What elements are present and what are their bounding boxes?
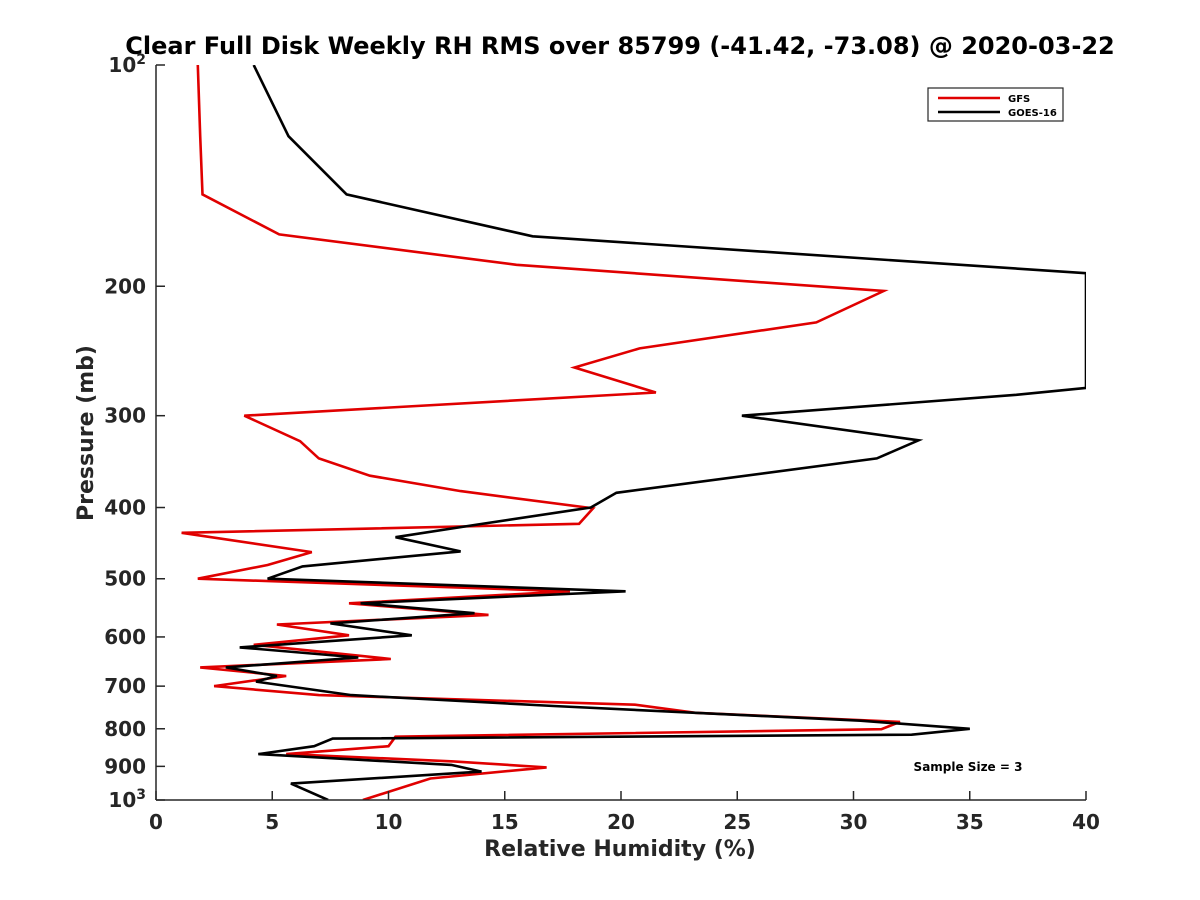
x-tick-label: 20	[607, 810, 635, 834]
x-tick-label: 0	[149, 810, 163, 834]
x-tick-label: 30	[840, 810, 868, 834]
legend: GFS GOES-16	[927, 87, 1064, 122]
y-tick-label: 700	[104, 674, 146, 698]
legend-box	[927, 87, 1064, 122]
x-tick-label: 15	[491, 810, 519, 834]
series-line-gfs	[181, 65, 901, 800]
series-layer	[181, 65, 1086, 800]
y-tick-label: 900	[104, 754, 146, 778]
x-tick-label: 25	[723, 810, 751, 834]
x-tick-label: 5	[265, 810, 279, 834]
x-tick-label: 35	[956, 810, 984, 834]
y-tick-label: 103	[108, 787, 146, 812]
axes-layer: 0 5 10 15 20 25 30 35 40 102 200 300 400 500 600 700 800…	[104, 52, 1100, 834]
y-tick-label: 500	[104, 567, 146, 591]
legend-label: GFS	[1008, 94, 1030, 105]
y-tick-label: 102	[108, 52, 146, 77]
x-tick-label: 10	[375, 810, 403, 834]
y-tick-label: 800	[104, 717, 146, 741]
y-tick-label: 300	[104, 404, 146, 428]
y-tick-label: 600	[104, 625, 146, 649]
series-line-goes-16	[225, 65, 1086, 800]
y-tick-label: 400	[104, 496, 146, 520]
sample-size-note: Sample Size = 3	[914, 760, 1023, 774]
y-tick-label: 200	[104, 274, 146, 298]
y-axis-label: Pressure (mb)	[74, 345, 99, 521]
x-axis-label: Relative Humidity (%)	[484, 837, 756, 862]
chart-title: Clear Full Disk Weekly RH RMS over 85799…	[125, 32, 1114, 60]
x-tick-label: 40	[1072, 810, 1100, 834]
legend-label: GOES-16	[1008, 108, 1057, 119]
